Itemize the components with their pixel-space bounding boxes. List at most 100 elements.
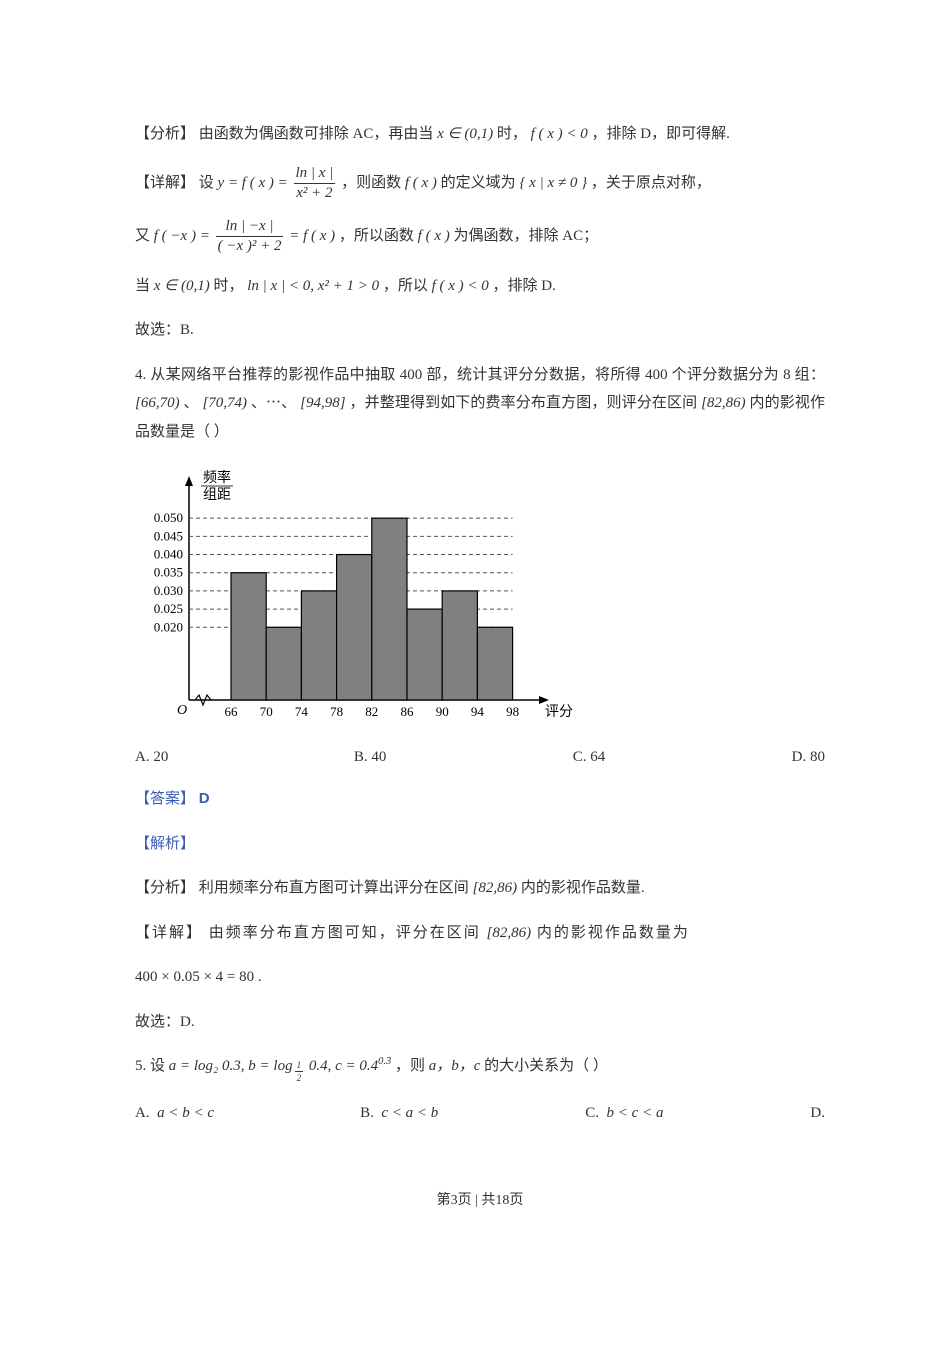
formula: f ( −x ) = xyxy=(154,228,210,244)
option-b: B. 40 xyxy=(354,743,573,772)
label: 【分析】 xyxy=(135,126,195,142)
text: 、⋯、 xyxy=(251,395,296,411)
q-number: 5. xyxy=(135,1058,146,1074)
svg-text:98: 98 xyxy=(506,704,519,719)
svg-text:78: 78 xyxy=(330,704,343,719)
analysis-3: 【分析】 由函数为偶函数可排除 AC，再由当 x ∈ (0,1) 时， f ( … xyxy=(135,120,825,149)
text: ，排除 D，即可得解. xyxy=(592,126,730,142)
detail-4: 【详解】 由频率分布直方图可知，评分在区间 [82,86) 内的影视作品数量为 xyxy=(135,919,825,948)
svg-text:0.030: 0.030 xyxy=(154,583,183,598)
formula: f ( x ) < 0 xyxy=(531,126,588,142)
svg-text:82: 82 xyxy=(365,704,378,719)
svg-text:评分: 评分 xyxy=(545,704,573,720)
answer-value: D xyxy=(199,790,210,807)
text: 从某网络平台推荐的影视作品中抽取 400 部，统计其评分分数据，将所得 400 … xyxy=(150,367,825,383)
svg-text:66: 66 xyxy=(225,704,239,719)
formula: f ( x ) xyxy=(418,228,450,244)
formula: b = log xyxy=(248,1058,292,1074)
page-current: 第3页 xyxy=(437,1193,472,1208)
interval: [82,86) xyxy=(701,395,746,411)
detail-4-calc: 400 × 0.05 × 4 = 80 . xyxy=(135,963,825,992)
numerator: ln | x | xyxy=(294,165,336,183)
detail-3-line2: 又 f ( −x ) = ln | −x | ( −x )² + 2 = f (… xyxy=(135,218,825,256)
text: 内的影视作品数量. xyxy=(521,880,645,896)
text: 当 xyxy=(135,278,154,294)
option-a: A. A. a < b < ca < b < c xyxy=(135,1099,360,1128)
option-b: B. c < a < b xyxy=(360,1099,585,1128)
option-d: D. 80 xyxy=(792,743,825,772)
text: 设 xyxy=(199,175,218,191)
den: 2 xyxy=(295,1071,304,1083)
svg-text:O: O xyxy=(177,703,187,718)
answer-label: 【答案】 xyxy=(135,791,195,807)
question-4: 4. 从某网络平台推荐的影视作品中抽取 400 部，统计其评分分数据，将所得 4… xyxy=(135,361,825,447)
text: 的大小关系为（ ） xyxy=(484,1058,608,1074)
svg-text:0.040: 0.040 xyxy=(154,547,183,562)
text: 由频率分布直方图可知，评分在区间 xyxy=(209,925,481,941)
text: ，排除 D. xyxy=(493,278,556,294)
text: 内的影视作品数量为 xyxy=(537,925,690,941)
svg-text:0.025: 0.025 xyxy=(154,601,183,616)
svg-text:74: 74 xyxy=(295,704,309,719)
histogram-chart: 频率组距0.0200.0250.0300.0350.0400.0450.0506… xyxy=(135,462,825,737)
formula: y = f ( x ) = xyxy=(218,175,288,191)
option-a: A. 20 xyxy=(135,743,354,772)
text: 时， xyxy=(213,278,243,294)
text: 为偶函数，排除 AC； xyxy=(454,228,599,244)
formula: ln | x | < 0, x² + 1 > 0 xyxy=(247,278,379,294)
fraction: ln | x | x² + 2 xyxy=(292,165,338,203)
svg-text:组距: 组距 xyxy=(203,487,231,503)
svg-text:0.045: 0.045 xyxy=(154,528,183,543)
q4-options: A. 20 B. 40 C. 64 D. 80 xyxy=(135,743,825,772)
detail-3-line3: 当 x ∈ (0,1) 时， ln | x | < 0, x² + 1 > 0 … xyxy=(135,272,825,301)
numerator: ln | −x | xyxy=(216,218,284,236)
formula: c = 0.4 xyxy=(335,1058,378,1074)
svg-text:70: 70 xyxy=(260,704,273,719)
text: 利用频率分布直方图可计算出评分在区间 xyxy=(199,880,469,896)
conclusion-4: 故选：D. xyxy=(135,1008,825,1037)
svg-text:频率: 频率 xyxy=(203,469,231,486)
formula: f ( x ) xyxy=(405,175,437,191)
conclusion-3: 故选：B. xyxy=(135,316,825,345)
fraction: ln | −x | ( −x )² + 2 xyxy=(214,218,286,256)
page-total: 共18页 xyxy=(481,1193,523,1208)
page-footer: 第3页 | 共18页 xyxy=(135,1188,825,1215)
jiexi-label: 【解析】 xyxy=(135,830,825,859)
formula: a = log₂ 0.3, xyxy=(169,1058,245,1074)
interval: [94,98] xyxy=(300,395,345,411)
set: { x | x ≠ 0 } xyxy=(519,175,587,191)
option-c: C. 64 xyxy=(573,743,792,772)
option-c: C. b < c < a xyxy=(585,1099,810,1128)
svg-text:0.035: 0.035 xyxy=(154,565,183,580)
interval: [66,70) xyxy=(135,395,180,411)
text: 、 xyxy=(183,395,198,411)
svg-text:0.020: 0.020 xyxy=(154,619,183,634)
formula: 0.4, xyxy=(305,1058,331,1074)
interval: [82,86) xyxy=(487,925,532,941)
text: ，所以函数 xyxy=(339,228,418,244)
denominator: x² + 2 xyxy=(294,183,336,202)
option-d: D. xyxy=(810,1099,825,1128)
vars: a，b，c xyxy=(429,1058,481,1074)
interval: [70,74) xyxy=(202,395,247,411)
answer-4: 【答案】 D xyxy=(135,785,825,814)
text: 时， xyxy=(497,126,527,142)
formula: f ( x ) < 0 xyxy=(432,278,489,294)
svg-text:86: 86 xyxy=(401,704,415,719)
formula: x ∈ (0,1) xyxy=(437,126,493,142)
label: 【详解】 xyxy=(135,175,195,191)
svg-text:90: 90 xyxy=(436,704,449,719)
exponent: 0.3 xyxy=(378,1056,391,1067)
detail-3-line1: 【详解】 设 y = f ( x ) = ln | x | x² + 2 ，则函… xyxy=(135,165,825,203)
formula: x ∈ (0,1) xyxy=(154,278,210,294)
question-5: 5. 设 a = log₂ 0.3, b = log12 0.4, c = 0.… xyxy=(135,1052,825,1083)
label: 【详解】 xyxy=(135,925,203,941)
text: ，并整理得到如下的费率分布直方图，则评分在区间 xyxy=(349,395,697,411)
svg-text:94: 94 xyxy=(471,704,485,719)
analysis-4: 【分析】 利用频率分布直方图可计算出评分在区间 [82,86) 内的影视作品数量… xyxy=(135,874,825,903)
histogram-svg: 频率组距0.0200.0250.0300.0350.0400.0450.0506… xyxy=(135,462,595,726)
sep: | xyxy=(472,1193,482,1208)
text: ，关于原点对称， xyxy=(591,175,711,191)
text: ，则函数 xyxy=(341,175,405,191)
text: 由函数为偶函数可排除 AC，再由当 xyxy=(199,126,437,142)
